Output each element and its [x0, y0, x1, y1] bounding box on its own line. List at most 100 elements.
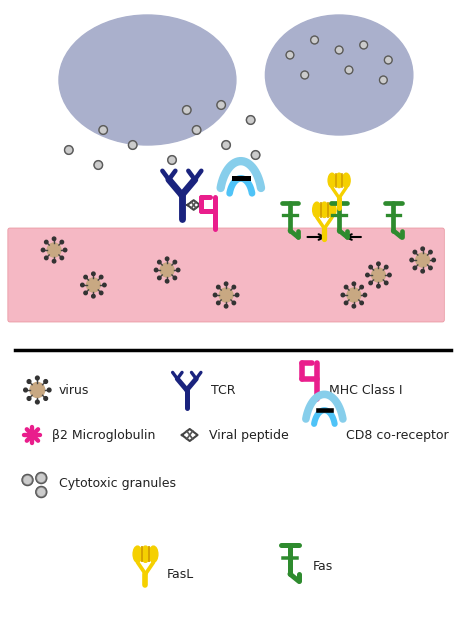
- Circle shape: [386, 58, 391, 63]
- Circle shape: [217, 101, 226, 110]
- Circle shape: [369, 265, 373, 269]
- Circle shape: [168, 156, 176, 165]
- Circle shape: [27, 397, 31, 400]
- Circle shape: [379, 76, 387, 84]
- Circle shape: [91, 294, 95, 298]
- Circle shape: [52, 237, 56, 241]
- Circle shape: [363, 293, 366, 297]
- Circle shape: [27, 380, 31, 384]
- Ellipse shape: [149, 546, 158, 562]
- Circle shape: [352, 282, 356, 285]
- Circle shape: [128, 141, 137, 149]
- Circle shape: [24, 388, 27, 392]
- Ellipse shape: [328, 202, 336, 218]
- Circle shape: [64, 248, 67, 252]
- Circle shape: [36, 486, 47, 498]
- Circle shape: [45, 256, 48, 260]
- Circle shape: [347, 288, 361, 302]
- Ellipse shape: [265, 15, 413, 135]
- Ellipse shape: [328, 173, 336, 187]
- Circle shape: [36, 472, 47, 484]
- Circle shape: [165, 257, 169, 261]
- Circle shape: [223, 142, 229, 147]
- Circle shape: [302, 73, 307, 77]
- Circle shape: [345, 285, 348, 289]
- Circle shape: [413, 250, 417, 254]
- Circle shape: [155, 268, 158, 272]
- Circle shape: [176, 268, 180, 272]
- Circle shape: [301, 71, 309, 79]
- Text: MHC Class I: MHC Class I: [329, 384, 403, 398]
- Text: CD8 co-receptor: CD8 co-receptor: [346, 429, 448, 441]
- Circle shape: [429, 266, 432, 270]
- Circle shape: [384, 281, 388, 285]
- Circle shape: [286, 51, 294, 59]
- Circle shape: [130, 142, 136, 147]
- Circle shape: [30, 382, 45, 398]
- Circle shape: [41, 248, 45, 252]
- Circle shape: [413, 266, 417, 270]
- Circle shape: [360, 41, 368, 49]
- Circle shape: [377, 262, 380, 266]
- Circle shape: [352, 304, 356, 308]
- Circle shape: [310, 36, 319, 44]
- Circle shape: [38, 475, 45, 482]
- Circle shape: [192, 125, 201, 134]
- Circle shape: [337, 47, 342, 53]
- Circle shape: [194, 127, 199, 133]
- Text: FasL: FasL: [167, 568, 194, 582]
- Circle shape: [44, 397, 47, 400]
- Circle shape: [182, 106, 191, 115]
- Circle shape: [361, 42, 366, 47]
- Circle shape: [421, 270, 424, 273]
- Circle shape: [60, 256, 64, 260]
- Circle shape: [224, 304, 228, 308]
- Circle shape: [157, 260, 161, 264]
- Circle shape: [384, 56, 392, 64]
- Circle shape: [381, 77, 386, 82]
- Circle shape: [91, 272, 95, 275]
- Circle shape: [251, 151, 260, 160]
- Circle shape: [94, 161, 103, 170]
- Circle shape: [169, 157, 175, 163]
- Circle shape: [312, 37, 317, 42]
- Circle shape: [217, 301, 220, 304]
- Ellipse shape: [320, 202, 328, 218]
- Circle shape: [246, 116, 255, 125]
- Circle shape: [346, 68, 351, 73]
- Circle shape: [236, 293, 239, 297]
- Circle shape: [86, 278, 100, 292]
- Ellipse shape: [335, 173, 343, 187]
- Circle shape: [38, 489, 45, 496]
- Text: TCR: TCR: [211, 384, 236, 398]
- Ellipse shape: [342, 173, 350, 187]
- Ellipse shape: [313, 202, 321, 218]
- Circle shape: [360, 285, 364, 289]
- Circle shape: [341, 293, 345, 297]
- Circle shape: [84, 291, 87, 295]
- Ellipse shape: [133, 546, 142, 562]
- Circle shape: [81, 283, 84, 287]
- Circle shape: [165, 279, 169, 283]
- Circle shape: [217, 285, 220, 289]
- Circle shape: [248, 117, 254, 123]
- Circle shape: [44, 380, 47, 384]
- Circle shape: [66, 147, 72, 153]
- Circle shape: [96, 162, 101, 168]
- Circle shape: [36, 400, 39, 404]
- Circle shape: [345, 301, 348, 304]
- Circle shape: [64, 146, 73, 154]
- Ellipse shape: [141, 546, 150, 562]
- Circle shape: [377, 284, 380, 288]
- Circle shape: [366, 273, 369, 277]
- Text: virus: virus: [59, 384, 90, 398]
- Circle shape: [335, 46, 343, 54]
- Text: Cytotoxic granules: Cytotoxic granules: [59, 477, 176, 491]
- Circle shape: [410, 258, 413, 262]
- Text: Viral peptide: Viral peptide: [210, 429, 289, 441]
- Circle shape: [232, 301, 236, 304]
- Circle shape: [421, 247, 424, 251]
- Circle shape: [103, 283, 106, 287]
- Circle shape: [388, 273, 391, 277]
- Circle shape: [47, 388, 51, 392]
